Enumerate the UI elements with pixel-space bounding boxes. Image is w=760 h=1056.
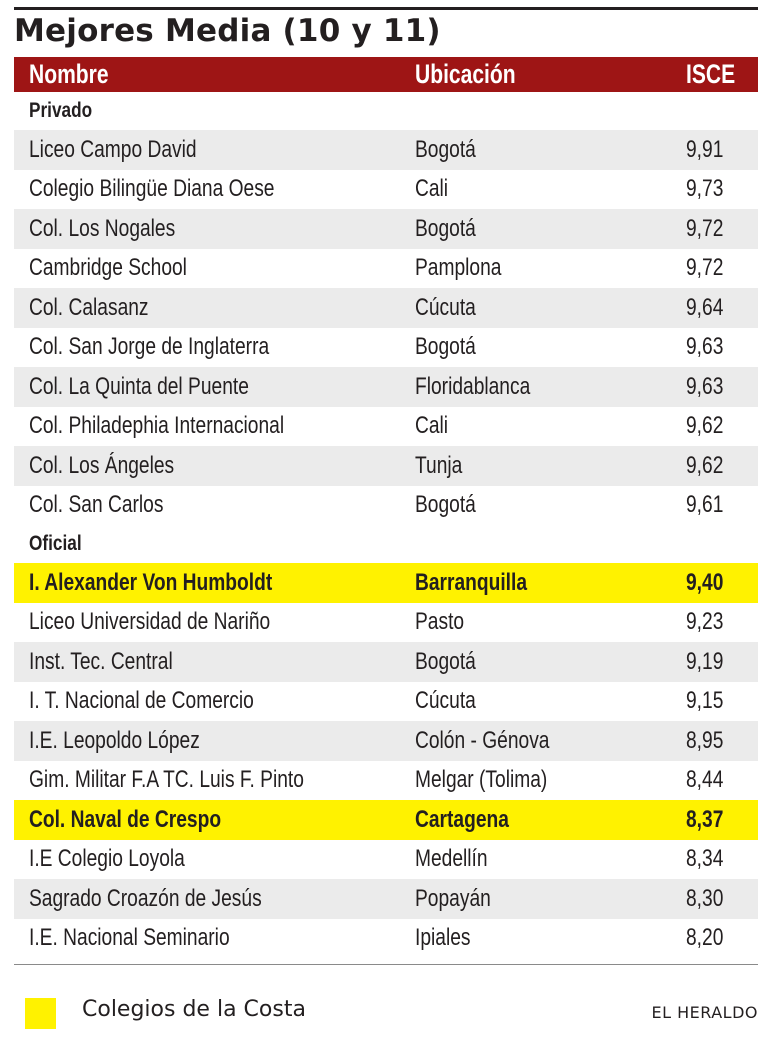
table-row: Inst. Tec. Central Bogotá 9,19 xyxy=(14,642,758,682)
header-name: Nombre xyxy=(29,59,109,89)
table-row: Col. San Jorge de Inglaterra Bogotá 9,63 xyxy=(14,328,758,368)
isce-score: 9,72 xyxy=(686,254,724,282)
school-name: Col. Naval de Crespo xyxy=(29,805,222,833)
page-title: Mejores Media (10 y 11) xyxy=(14,13,441,49)
table-row: Liceo Universidad de Nariño Pasto 9,23 xyxy=(14,603,758,643)
school-location: Pasto xyxy=(415,608,465,636)
school-location: Melgar (Tolima) xyxy=(415,766,548,794)
credit-label: EL HERALDO xyxy=(651,1003,758,1022)
school-name: I. T. Nacional de Comercio xyxy=(29,687,254,715)
isce-score: 8,95 xyxy=(686,726,724,754)
table-row: Col. Los Ángeles Tunja 9,62 xyxy=(14,446,758,486)
school-name: Col. Philadephia Internacional xyxy=(29,412,285,440)
table-row: I.E. Nacional Seminario Ipiales 8,20 xyxy=(14,919,758,959)
isce-score: 8,30 xyxy=(686,884,724,912)
isce-score: 9,40 xyxy=(686,568,724,596)
school-location: Medellín xyxy=(415,845,488,873)
header-score: ISCE xyxy=(686,59,736,89)
table-row: Col. Los Nogales Bogotá 9,72 xyxy=(14,209,758,249)
school-location: Bogotá xyxy=(415,135,476,163)
table-row: Gim. Militar F.A TC. Luis F. Pinto Melgar… xyxy=(14,761,758,801)
table-row: I. T. Nacional de Comercio Cúcuta 9,15 xyxy=(14,682,758,722)
school-name: Inst. Tec. Central xyxy=(29,647,173,675)
school-name: Liceo Universidad de Nariño xyxy=(29,608,271,636)
table-header: Nombre Ubicación ISCE xyxy=(14,57,758,92)
school-name: I.E. Leopoldo López xyxy=(29,726,200,754)
school-location: Bogotá xyxy=(415,333,476,361)
school-location: Colón - Génova xyxy=(415,726,550,754)
school-name: Col. Calasanz xyxy=(29,293,149,321)
isce-score: 9,19 xyxy=(686,647,724,675)
table-row: Colegio Bilingüe Diana Oese Cali 9,73 xyxy=(14,170,758,210)
table-row: Col. Calasanz Cúcuta 9,64 xyxy=(14,288,758,328)
isce-score: 9,61 xyxy=(686,491,724,519)
isce-score: 9,62 xyxy=(686,412,724,440)
school-name: I.E. Nacional Seminario xyxy=(29,924,230,952)
school-name: Liceo Campo David xyxy=(29,135,197,163)
legend-swatch xyxy=(25,998,56,1029)
legend-label: Colegios de la Costa xyxy=(82,997,306,1022)
table-row: Liceo Campo David Bogotá 9,91 xyxy=(14,130,758,170)
table-body: Privado Liceo Campo David Bogotá 9,91 Colegi… xyxy=(14,92,758,958)
isce-score: 9,64 xyxy=(686,293,724,321)
table-row: Sagrado Croazón de Jesús Popayán 8,30 xyxy=(14,879,758,919)
school-name: Cambridge School xyxy=(29,254,187,282)
top-rule xyxy=(14,7,758,10)
school-location: Tunja xyxy=(415,451,463,479)
isce-score: 8,37 xyxy=(686,805,724,833)
table-row: I.E. Leopoldo López Colón - Génova 8,95 xyxy=(14,721,758,761)
school-location: Ipiales xyxy=(415,924,471,952)
isce-score: 9,73 xyxy=(686,175,724,203)
table-row: Col. La Quinta del Puente Floridablanca 9,… xyxy=(14,367,758,407)
school-location: Bogotá xyxy=(415,491,476,519)
section-label: Oficial xyxy=(14,525,758,563)
school-location: Cartagena xyxy=(415,805,509,833)
school-name: Colegio Bilingüe Diana Oese xyxy=(29,175,275,203)
ranking-table: Nombre Ubicación ISCE Privado Liceo Campo… xyxy=(14,57,758,958)
isce-score: 9,23 xyxy=(686,608,724,636)
school-name: Col. Los Ángeles xyxy=(29,451,175,479)
school-location: Floridablanca xyxy=(415,372,531,400)
school-name: Col. La Quinta del Puente xyxy=(29,372,249,400)
school-location: Bogotá xyxy=(415,214,476,242)
school-location: Cúcuta xyxy=(415,687,476,715)
school-name: Gim. Militar F.A TC. Luis F. Pinto xyxy=(29,766,304,794)
table-row: Col. Philadephia Internacional Cali 9,62 xyxy=(14,407,758,447)
isce-score: 9,63 xyxy=(686,372,724,400)
isce-score: 9,15 xyxy=(686,687,724,715)
isce-score: 9,62 xyxy=(686,451,724,479)
school-location: Bogotá xyxy=(415,647,476,675)
school-location: Cúcuta xyxy=(415,293,476,321)
isce-score: 8,34 xyxy=(686,845,724,873)
school-name: I.E Colegio Loyola xyxy=(29,845,185,873)
school-location: Cali xyxy=(415,175,449,203)
section-label: Privado xyxy=(14,92,758,130)
school-location: Popayán xyxy=(415,884,491,912)
school-name: Col. Los Nogales xyxy=(29,214,176,242)
school-location: Cali xyxy=(415,412,449,440)
isce-score: 9,63 xyxy=(686,333,724,361)
school-location: Barranquilla xyxy=(415,568,528,596)
school-name: I. Alexander Von Humboldt xyxy=(29,568,273,596)
table-row: Cambridge School Pamplona 9,72 xyxy=(14,249,758,289)
school-name: Sagrado Croazón de Jesús xyxy=(29,884,262,912)
isce-score: 8,20 xyxy=(686,924,724,952)
table-row: Col. San Carlos Bogotá 9,61 xyxy=(14,486,758,526)
school-name: Col. San Jorge de Inglaterra xyxy=(29,333,270,361)
school-location: Pamplona xyxy=(415,254,502,282)
table-row: Col. Naval de Crespo Cartagena 8,37 xyxy=(14,800,758,840)
school-name: Col. San Carlos xyxy=(29,491,164,519)
table-row: I.E Colegio Loyola Medellín 8,34 xyxy=(14,840,758,880)
isce-score: 8,44 xyxy=(686,766,724,794)
table-row: I. Alexander Von Humboldt Barranquilla 9,4… xyxy=(14,563,758,603)
header-location: Ubicación xyxy=(415,59,516,89)
isce-score: 9,91 xyxy=(686,135,724,163)
bottom-rule xyxy=(14,964,758,965)
isce-score: 9,72 xyxy=(686,214,724,242)
